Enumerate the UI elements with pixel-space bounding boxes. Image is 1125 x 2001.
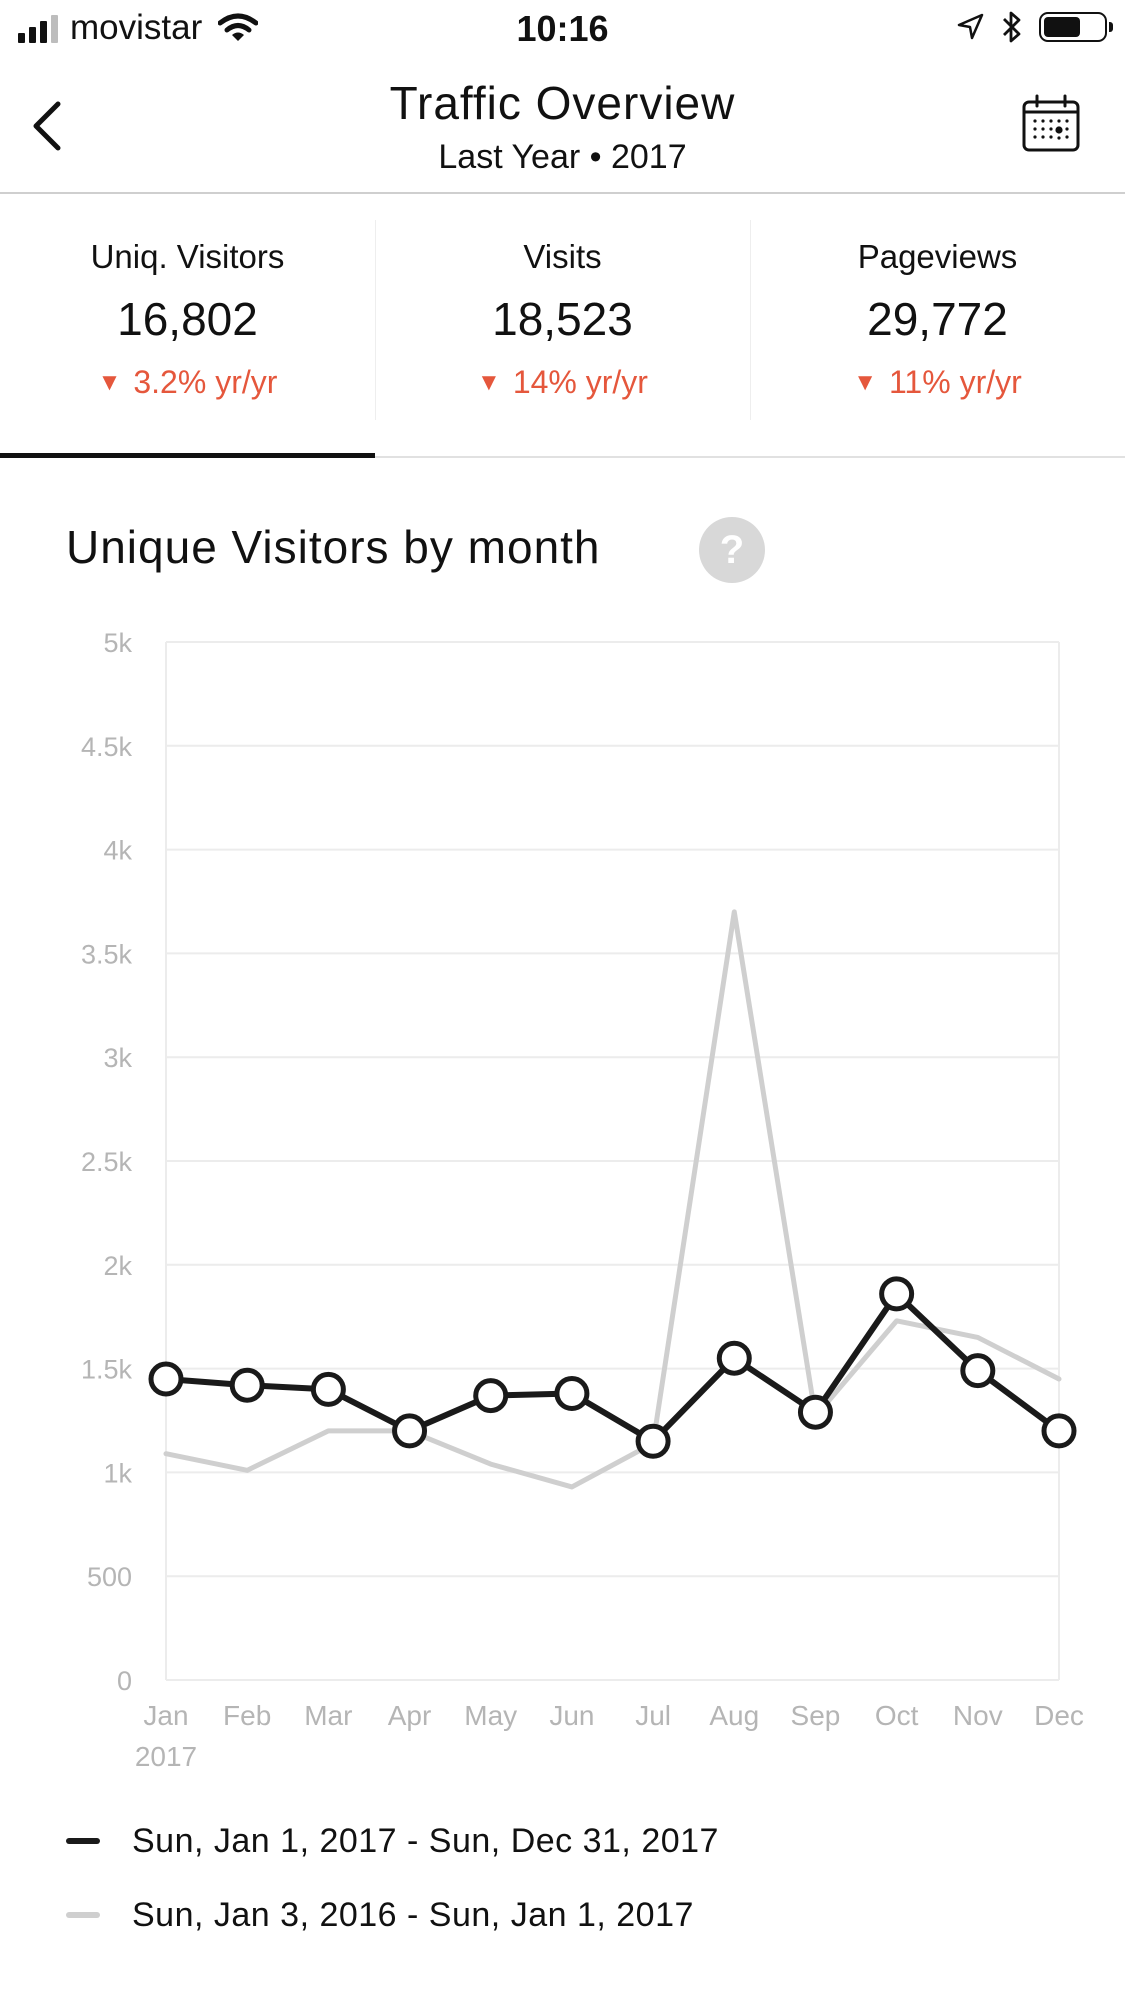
legend-swatch (66, 1838, 100, 1844)
data-point-marker (716, 1340, 752, 1376)
data-point-marker (229, 1367, 265, 1403)
x-tick-label: Sep (791, 1700, 841, 1731)
y-tick-label: 1.5k (81, 1355, 133, 1385)
data-point-marker (797, 1394, 833, 1430)
help-icon[interactable]: ? (699, 517, 765, 583)
legend-item-current: Sun, Jan 1, 2017 - Sun, Dec 31, 2017 (66, 1816, 1066, 1866)
stat-change-text: 11% yr/yr (889, 364, 1022, 400)
legend-label: Sun, Jan 3, 2016 - Sun, Jan 1, 2017 (132, 1895, 694, 1934)
stat-tab-pageviews[interactable]: Pageviews 29,772 ▼ 11% yr/yr (750, 194, 1125, 456)
stat-change: ▼ 14% yr/yr (375, 364, 750, 401)
stat-change: ▼ 11% yr/yr (750, 364, 1125, 401)
carrier-name: movistar (70, 8, 203, 47)
stat-value: 16,802 (117, 293, 258, 345)
line-chart: 0 500 1k 1.5k 2k 2.5k 3k 3.5k 4k 4.5k 5k Jan Feb Mar A… (81, 628, 1084, 1772)
y-tick-label: 3.5k (81, 939, 133, 969)
wifi-icon (218, 13, 259, 41)
signal-icon (18, 13, 58, 43)
x-tick-label: Jan (143, 1700, 188, 1731)
data-point-marker (148, 1361, 184, 1397)
down-triangle-icon: ▼ (853, 369, 877, 396)
stat-label: Pageviews (857, 238, 1018, 275)
stat-label: Uniq. Visitors (90, 238, 285, 275)
chart-title: Unique Visitors by month (66, 521, 601, 573)
status-left: movistar (18, 8, 259, 48)
stat-change-text: 3.2% yr/yr (133, 364, 278, 400)
y-tick-label: 3k (103, 1043, 132, 1073)
y-tick-label: 1k (103, 1458, 132, 1488)
series-line-previous (163, 909, 1062, 1490)
data-point-marker (1041, 1413, 1077, 1449)
location-arrow-icon (957, 13, 984, 40)
status-time: 10:16 (516, 8, 609, 49)
page-subtitle: Last Year • 2017 (438, 138, 687, 176)
x-tick-label: Aug (709, 1700, 759, 1731)
series-line-current (163, 1290, 1062, 1445)
bluetooth-icon (1003, 11, 1021, 43)
stat-change-text: 14% yr/yr (512, 364, 648, 400)
y-tick-label: 0 (117, 1666, 132, 1696)
y-tick-label: 2k (103, 1251, 132, 1281)
down-triangle-icon: ▼ (477, 369, 501, 396)
x-tick-label: Oct (875, 1700, 919, 1731)
stats-row: Uniq. Visitors 16,802 ▼ 3.2% yr/yr Visits… (0, 194, 1125, 458)
legend-swatch (66, 1912, 100, 1918)
stat-tab-visits[interactable]: Visits 18,523 ▼ 14% yr/yr (375, 194, 750, 456)
calendar-icon[interactable] (1021, 94, 1081, 154)
data-point-marker (310, 1371, 346, 1407)
stat-change: ▼ 3.2% yr/yr (0, 364, 375, 401)
y-tick-label: 4.5k (81, 732, 133, 762)
x-tick-label: Jun (549, 1700, 594, 1731)
status-right (955, 10, 1113, 44)
x-tick-label: May (464, 1700, 517, 1731)
data-point-marker (879, 1276, 915, 1312)
x-tick-label: Mar (304, 1700, 352, 1731)
stat-label: Visits (523, 238, 602, 275)
status-bar: movistar 10:16 (0, 0, 1125, 62)
y-tick-label: 4k (103, 836, 132, 866)
stat-tab-unique-visitors[interactable]: Uniq. Visitors 16,802 ▼ 3.2% yr/yr (0, 194, 375, 458)
stat-value: 18,523 (492, 293, 633, 345)
x-tick-label: Feb (223, 1700, 271, 1731)
x-tick-label: Jul (635, 1700, 671, 1731)
y-tick-label: 5k (103, 628, 132, 658)
y-tick-label: 500 (87, 1562, 132, 1592)
x-tick-label: Apr (388, 1700, 432, 1731)
data-point-marker (635, 1423, 671, 1459)
stat-value: 29,772 (867, 293, 1008, 345)
data-point-marker (473, 1378, 509, 1414)
legend-item-previous: Sun, Jan 3, 2016 - Sun, Jan 1, 2017 (66, 1890, 1066, 1940)
battery-icon (1039, 12, 1113, 42)
down-triangle-icon: ▼ (97, 369, 122, 396)
data-point-marker (960, 1353, 996, 1389)
data-point-marker (392, 1413, 428, 1449)
nav-bar: Traffic Overview Last Year • 2017 (0, 62, 1125, 194)
y-tick-label: 2.5k (81, 1147, 133, 1177)
page-title: Traffic Overview (389, 77, 736, 129)
legend-label: Sun, Jan 1, 2017 - Sun, Dec 31, 2017 (132, 1821, 719, 1860)
x-tick-label: Nov (953, 1700, 1003, 1731)
x-tick-label: Dec (1034, 1700, 1084, 1731)
data-point-marker (554, 1376, 590, 1412)
back-chevron-icon[interactable] (28, 96, 68, 156)
x-year-label: 2017 (135, 1741, 197, 1772)
